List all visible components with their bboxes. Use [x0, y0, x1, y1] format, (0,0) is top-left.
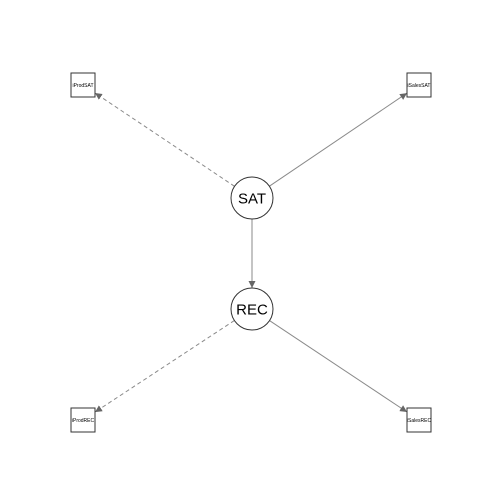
manifest-node-iprodsat[interactable]: iProdSAT	[70, 72, 96, 98]
edges-layer	[94, 92, 408, 413]
edge-sat-to-iprodsat	[94, 92, 235, 187]
latent-label-sat: SAT	[238, 191, 266, 208]
edge-rec-to-iprodrec	[94, 320, 235, 413]
edge-rec-to-isalesrec	[269, 320, 408, 413]
manifest-label-isalessat: iSalesSAT	[408, 83, 431, 89]
manifest-node-isalesrec[interactable]: iSalesREC	[406, 407, 432, 433]
latent-label-rec: REC	[236, 302, 268, 319]
manifest-label-isalesrec: iSalesREC	[407, 418, 432, 424]
latent-node-sat[interactable]: SAT	[230, 176, 274, 220]
manifest-label-iprodrec: iProdREC	[72, 418, 95, 424]
latent-node-rec[interactable]: REC	[230, 287, 274, 331]
manifest-label-iprodsat: iProdSAT	[72, 83, 93, 89]
manifest-node-iprodrec[interactable]: iProdREC	[70, 407, 96, 433]
edge-sat-to-isalessat	[269, 92, 408, 187]
manifest-node-isalessat[interactable]: iSalesSAT	[406, 72, 432, 98]
